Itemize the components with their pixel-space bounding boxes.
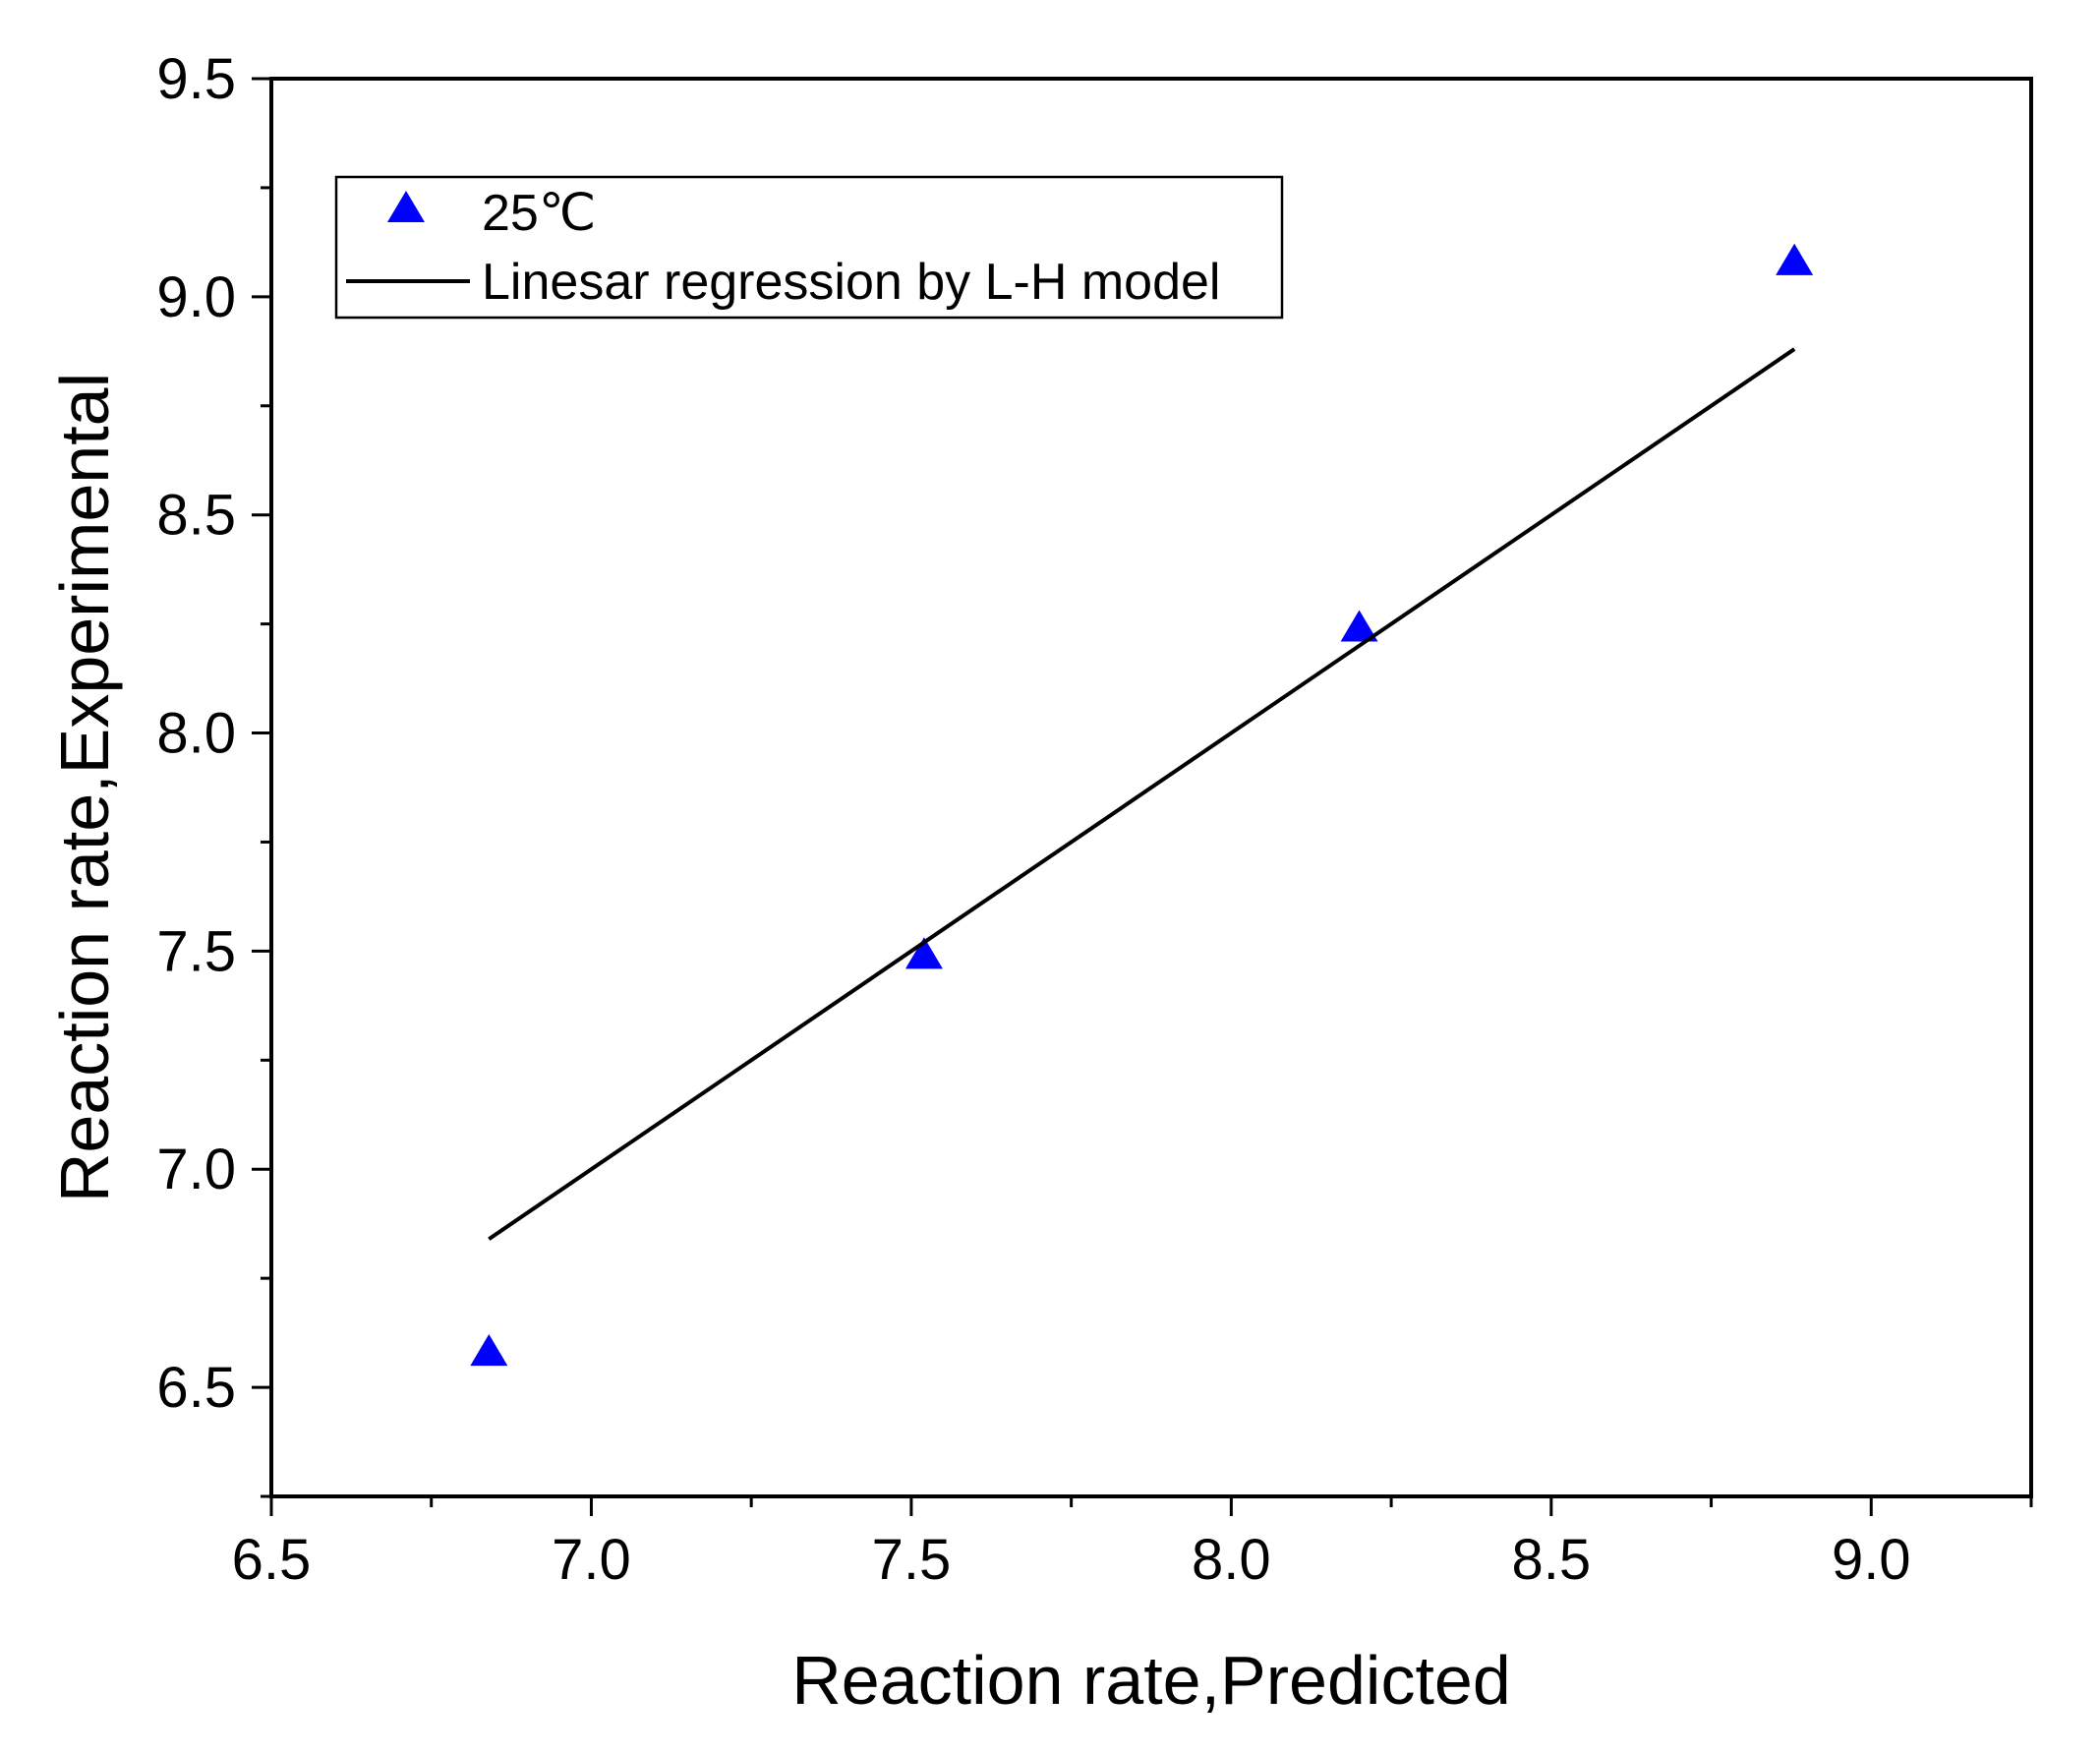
y-tick-label: 7.0	[156, 1138, 236, 1201]
y-tick-label: 7.5	[156, 919, 236, 983]
x-tick-label: 8.5	[1511, 1528, 1591, 1592]
data-point-triangle	[1340, 610, 1378, 642]
y-tick-label: 9.5	[156, 47, 236, 111]
y-axis-ticks: 6.5 7.0 7.5 8.0 8.5 9.0 9.5	[156, 47, 271, 1498]
data-point-triangle	[470, 1333, 508, 1367]
data-point-triangle	[904, 937, 943, 969]
y-tick-label: 6.5	[156, 1356, 236, 1420]
x-axis-title: Reaction rate,Predicted	[791, 1642, 1511, 1719]
y-tick-label: 8.0	[156, 702, 236, 766]
legend-label-series-1: 25℃	[482, 185, 596, 242]
legend: 25℃ Linesar regression by L-H model	[334, 175, 1284, 320]
x-tick-label: 7.0	[552, 1528, 631, 1592]
legend-triangle-marker	[387, 191, 425, 222]
x-tick-label: 6.5	[232, 1528, 312, 1592]
plot-frame	[269, 77, 2033, 1498]
x-tick-label: 7.5	[872, 1528, 952, 1592]
x-tick-label: 8.0	[1192, 1528, 1271, 1592]
legend-box	[334, 175, 1284, 320]
data-point-triangle	[1776, 243, 1814, 275]
x-tick-label: 9.0	[1832, 1528, 1911, 1592]
x-axis-ticks: 6.5 7.0 7.5 8.0 8.5 9.0	[232, 1496, 2033, 1592]
series-layer	[470, 243, 1814, 1367]
legend-label-series-2: Linesar regression by L-H model	[482, 254, 1220, 311]
y-axis-title: Reaction rate,Experimental	[46, 373, 123, 1202]
y-tick-label: 8.5	[156, 484, 236, 548]
regression-line	[488, 347, 1796, 1241]
y-tick-label: 9.0	[156, 265, 236, 329]
